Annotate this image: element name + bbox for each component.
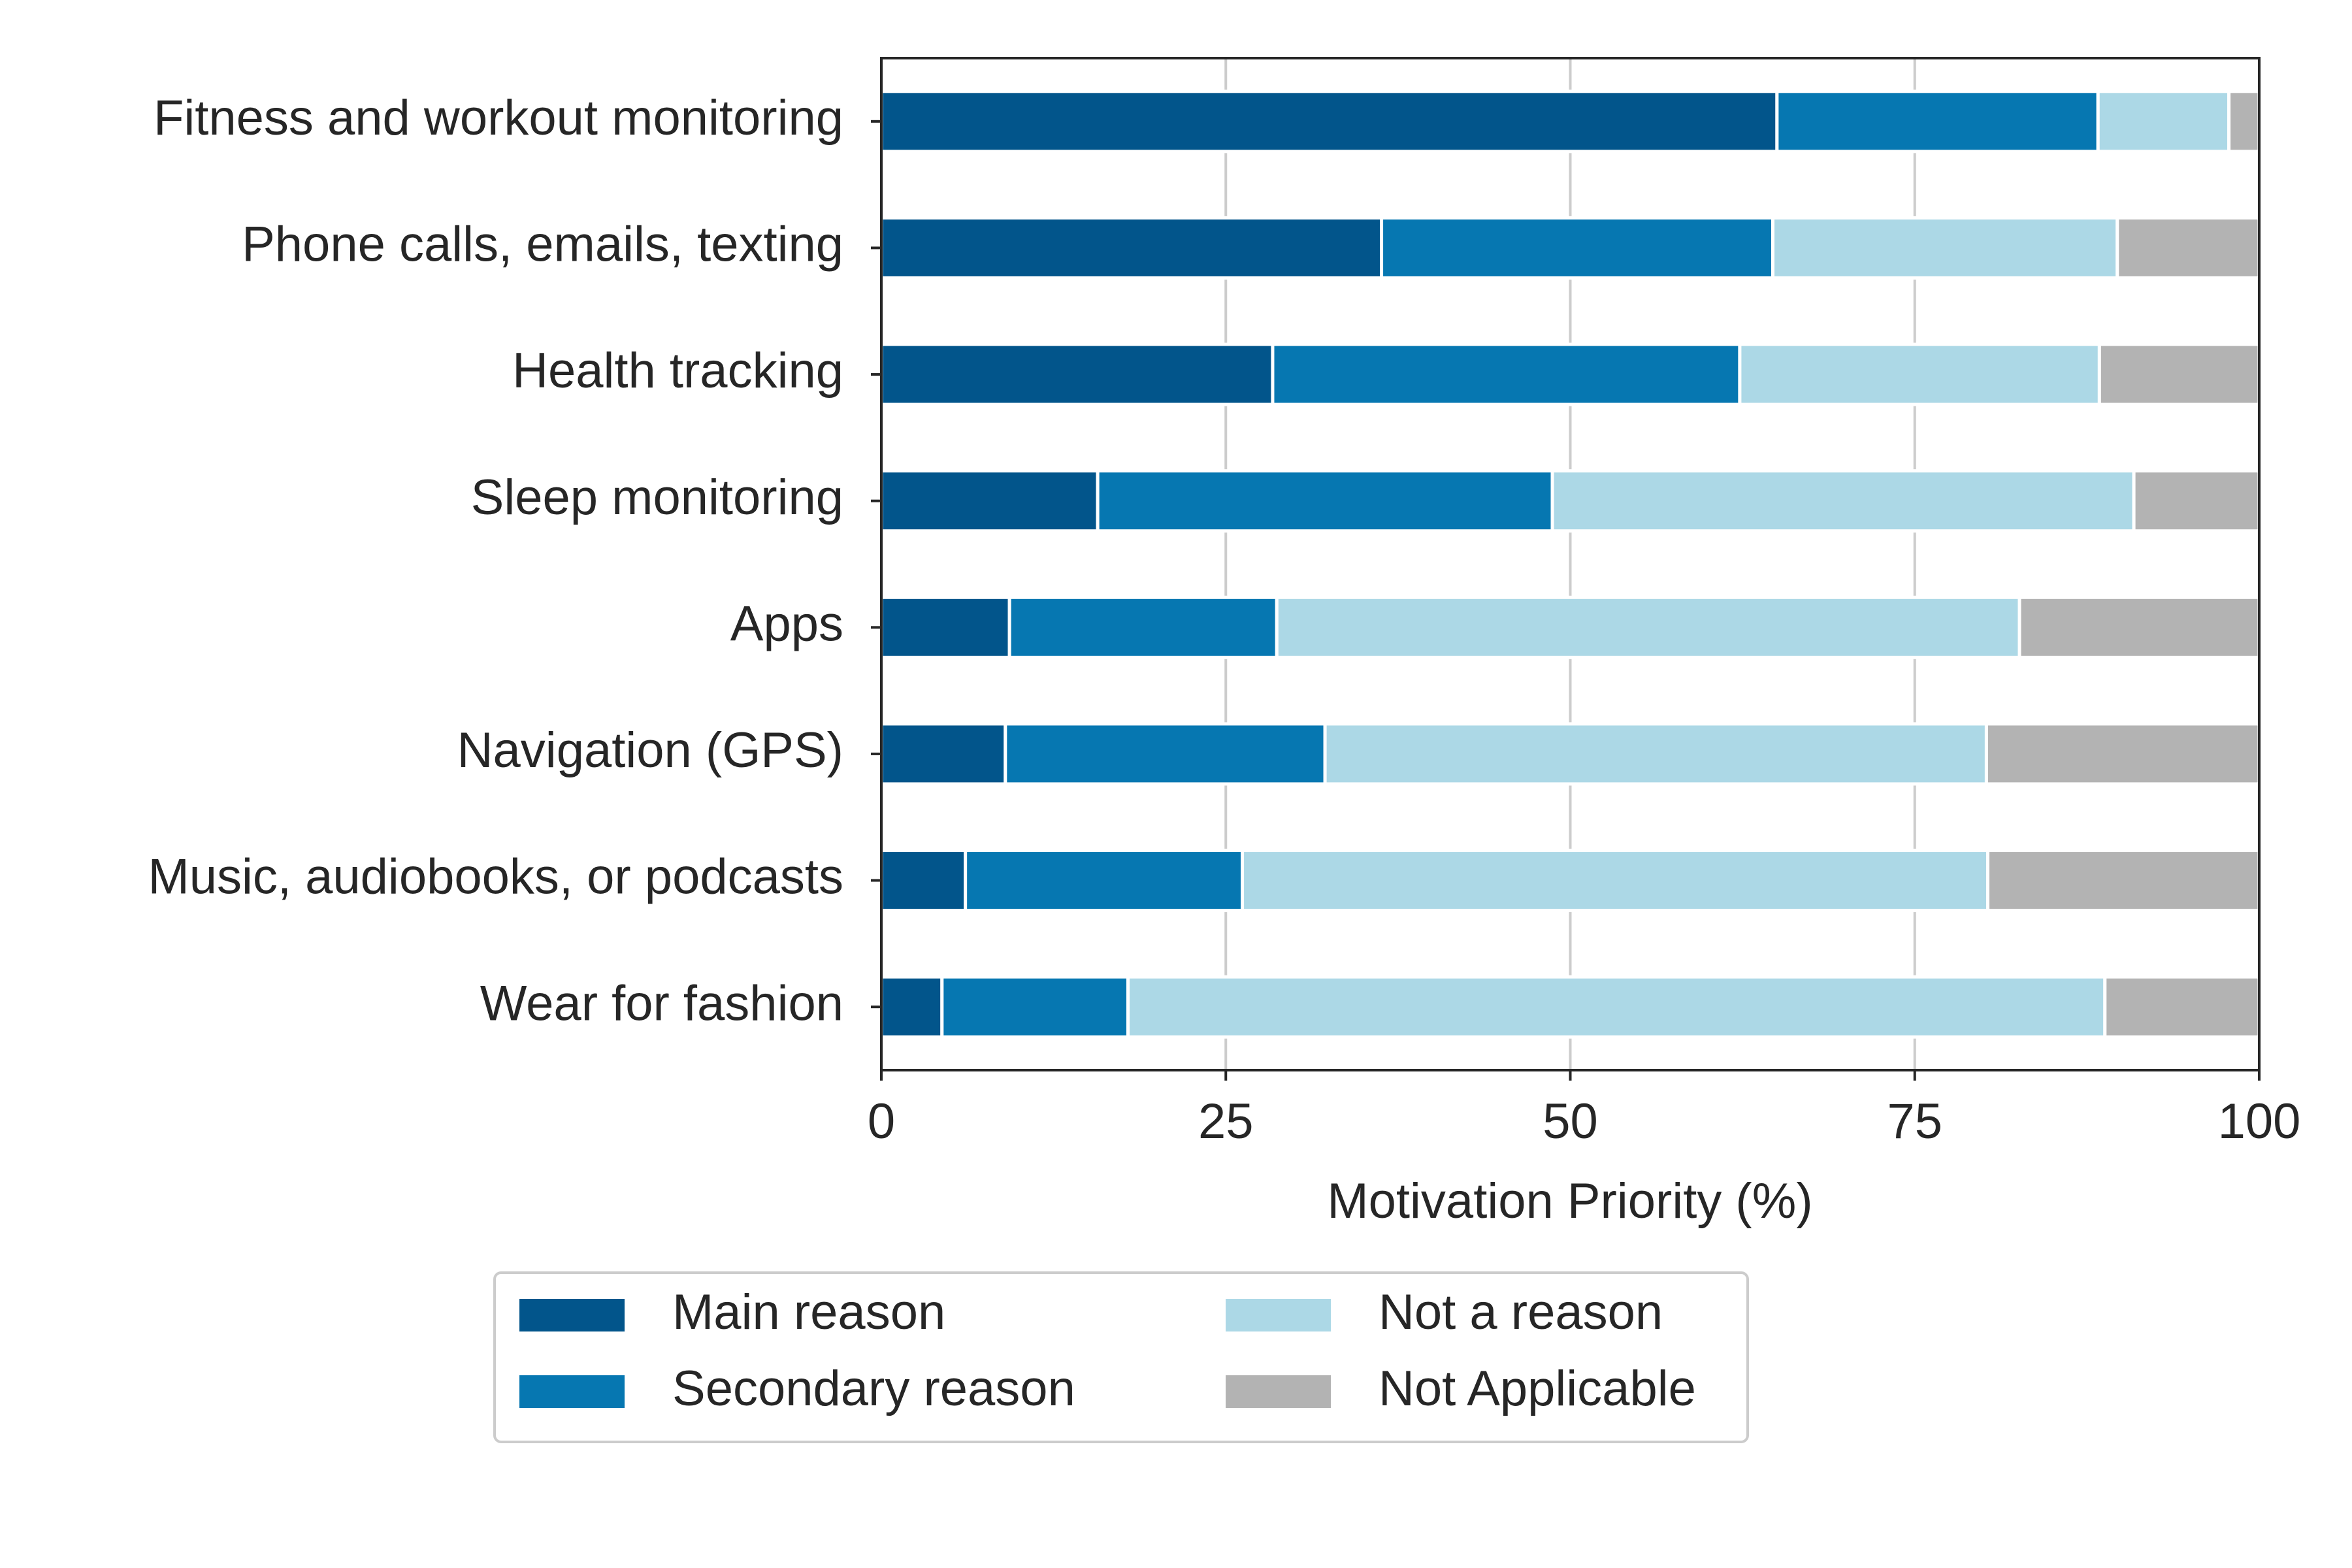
bar-segment-secondary-reason	[1271, 342, 1742, 406]
bar-segment-main-reason	[879, 975, 944, 1039]
bar-segment-main-reason	[879, 595, 1011, 659]
legend-swatch	[519, 1375, 625, 1408]
bar-segment-not-a-reason	[2096, 90, 2231, 154]
bar-segment-not-a-reason	[1323, 722, 1988, 786]
legend: Main reason Secondary reason Not a reason N…	[493, 1271, 1749, 1443]
x-axis: 0 25 50 75 100	[868, 1070, 2301, 1149]
x-tick-label: 50	[1543, 1094, 1598, 1149]
legend-swatch	[1226, 1299, 1331, 1331]
bar-segment-main-reason	[879, 216, 1384, 280]
bar-segment-secondary-reason	[1775, 90, 2100, 154]
legend-label: Main reason	[672, 1284, 945, 1340]
bar-segment-not-a-reason	[1241, 849, 1990, 913]
bar-segment-not-applicable	[1986, 849, 2261, 913]
category-label: Music, audiobooks, or podcasts	[148, 849, 843, 905]
grid-lines	[1224, 58, 1916, 1070]
x-tick-label: 0	[868, 1094, 895, 1149]
bar-segment-secondary-reason	[1380, 216, 1775, 280]
bar-segment-not-a-reason	[1550, 469, 2136, 533]
x-tick-label: 25	[1198, 1094, 1254, 1149]
bar-segment-not-applicable	[2115, 216, 2261, 280]
bar-segment-secondary-reason	[1007, 595, 1279, 659]
legend-label: Not a reason	[1379, 1284, 1663, 1340]
bar-segment-not-a-reason	[1126, 975, 2107, 1039]
bar-segment-secondary-reason	[1004, 722, 1327, 786]
bar-segment-not-a-reason	[1275, 595, 2021, 659]
legend-swatch	[1226, 1375, 1331, 1408]
bar-segment-main-reason	[879, 469, 1100, 533]
bar-segment-not-a-reason	[1738, 342, 2101, 406]
bar-segment-secondary-reason	[964, 849, 1245, 913]
bar-segment-not-applicable	[2132, 469, 2261, 533]
category-label: Health tracking	[512, 343, 843, 399]
legend-label: Secondary reason	[672, 1361, 1075, 1416]
x-tick-label: 75	[1887, 1094, 1942, 1149]
bar-segment-not-applicable	[2227, 90, 2261, 154]
bar-segment-not-applicable	[1984, 722, 2261, 786]
legend-frame	[493, 1271, 1749, 1443]
bars	[879, 90, 2261, 1039]
x-tick-label: 100	[2218, 1094, 2301, 1149]
bar-segment-main-reason	[879, 849, 968, 913]
legend-items: Main reason Secondary reason Not a reason N…	[519, 1284, 1696, 1416]
bar-segment-not-applicable	[2017, 595, 2261, 659]
legend-swatch	[519, 1299, 625, 1331]
bar-segment-main-reason	[879, 90, 1779, 154]
category-label: Wear for fashion	[480, 975, 843, 1031]
bar-segment-not-applicable	[2103, 975, 2261, 1039]
category-label: Navigation (GPS)	[457, 723, 843, 778]
x-axis-title: Motivation Priority (%)	[1327, 1173, 1812, 1229]
category-label: Sleep monitoring	[471, 470, 843, 525]
legend-label: Not Applicable	[1379, 1361, 1696, 1416]
bar-segment-not-applicable	[2097, 342, 2261, 406]
category-label: Phone calls, emails, texting	[242, 217, 843, 272]
category-label: Apps	[730, 596, 843, 651]
bar-segment-main-reason	[879, 722, 1007, 786]
y-axis: Fitness and workout monitoring Phone call…	[148, 90, 881, 1031]
bar-segment-secondary-reason	[1096, 469, 1554, 533]
bar-segment-not-a-reason	[1771, 216, 2119, 280]
category-label: Fitness and workout monitoring	[154, 90, 843, 146]
bar-segment-secondary-reason	[940, 975, 1130, 1039]
bar-segment-main-reason	[879, 342, 1275, 406]
